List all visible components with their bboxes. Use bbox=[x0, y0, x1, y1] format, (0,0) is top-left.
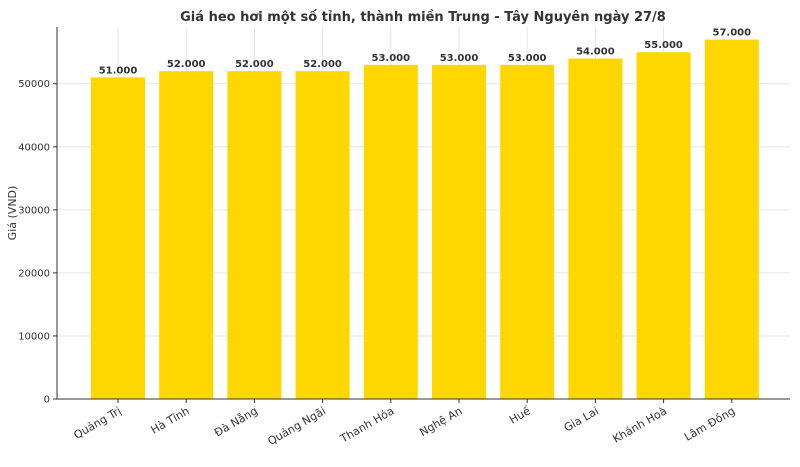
data-label: 52.000 bbox=[167, 59, 206, 70]
bar bbox=[159, 71, 214, 399]
data-label: 51.000 bbox=[99, 65, 138, 76]
data-label: 53.000 bbox=[372, 53, 411, 64]
bar bbox=[295, 71, 350, 399]
data-label: 52.000 bbox=[303, 59, 342, 70]
data-label: 57.000 bbox=[713, 28, 752, 39]
x-category-label: Khánh Hoà bbox=[611, 404, 670, 445]
x-category-label: Lâm Đồng bbox=[682, 404, 737, 443]
y-tick-label: 10000 bbox=[18, 331, 50, 342]
bar bbox=[704, 39, 759, 399]
bars-layer bbox=[91, 39, 759, 400]
y-tick-label: 30000 bbox=[18, 205, 50, 216]
y-tick-label: 40000 bbox=[18, 142, 50, 153]
x-category-label: Đà Nẵng bbox=[212, 404, 260, 439]
x-category-label: Quảng Trị bbox=[72, 404, 124, 442]
bar bbox=[227, 71, 282, 399]
x-category-label: Gia Lai bbox=[562, 404, 601, 434]
x-category-label: Hà Tĩnh bbox=[149, 404, 192, 436]
data-label: 52.000 bbox=[235, 59, 274, 70]
x-category-labels: Quảng Trị Hà Tĩnh Đà Nẵng Quảng Ngãi Thanh H… bbox=[72, 404, 738, 448]
x-category-label: Quảng Ngãi bbox=[265, 404, 328, 448]
data-label: 55.000 bbox=[644, 40, 683, 51]
data-label: 54.000 bbox=[576, 47, 615, 58]
bar bbox=[636, 52, 691, 400]
bar bbox=[91, 77, 145, 400]
x-category-label: Nghệ An bbox=[417, 404, 464, 439]
bar bbox=[568, 58, 623, 400]
data-labels-layer: 51.000 52.000 52.000 52.000 53.000 53.000 53.0… bbox=[99, 28, 751, 77]
axes-layer bbox=[56, 27, 790, 400]
chart-title: Giá heo hơi một số tỉnh, thành miền Trun… bbox=[180, 10, 666, 25]
y-ticks-layer: 0 10000 20000 30000 40000 50000 bbox=[18, 79, 733, 406]
y-tick-label: 20000 bbox=[18, 268, 50, 279]
x-category-label: Huế bbox=[507, 404, 533, 426]
bar bbox=[432, 64, 486, 399]
y-tick-label: 0 bbox=[44, 395, 50, 406]
data-label: 53.000 bbox=[508, 53, 547, 64]
bar bbox=[500, 64, 555, 399]
x-category-label: Thanh Hóa bbox=[337, 404, 396, 446]
bar bbox=[363, 64, 418, 399]
y-axis-title: Giá (VND) bbox=[6, 186, 19, 241]
data-label: 53.000 bbox=[440, 53, 479, 64]
y-tick-label: 50000 bbox=[18, 79, 50, 90]
